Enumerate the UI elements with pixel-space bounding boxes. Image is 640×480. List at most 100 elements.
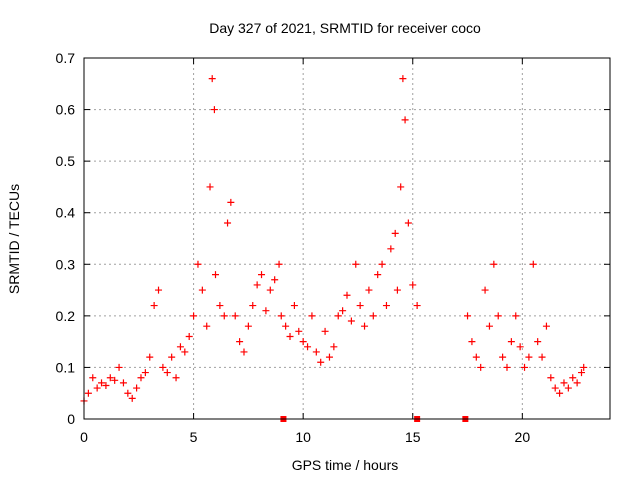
- y-tick-label: 0.6: [56, 102, 76, 118]
- data-point: [190, 312, 198, 320]
- data-point: [308, 312, 316, 320]
- x-tick-label: 0: [80, 429, 88, 445]
- data-point: [266, 286, 274, 294]
- grid: [84, 58, 610, 419]
- data-point: [198, 286, 206, 294]
- data-point: [404, 219, 412, 227]
- x-tick-label: 15: [405, 429, 421, 445]
- data-point: [141, 369, 149, 377]
- data-point: [236, 338, 244, 346]
- data-point: [286, 332, 294, 340]
- data-point: [210, 106, 218, 114]
- data-point: [578, 369, 586, 377]
- data-point: [347, 317, 355, 325]
- data-point: [150, 302, 158, 310]
- y-tick-label: 0: [67, 411, 75, 427]
- data-point: [547, 374, 555, 382]
- data-point: [516, 343, 524, 351]
- data-point: [330, 343, 338, 351]
- data-point: [361, 322, 369, 330]
- data-point: [119, 379, 127, 387]
- data-point: [102, 381, 110, 389]
- data-point: [231, 312, 239, 320]
- data-point: [262, 307, 270, 315]
- y-tick-label: 0.5: [56, 153, 76, 169]
- data-point: [481, 286, 489, 294]
- data-point: [464, 312, 472, 320]
- data-point: [365, 286, 373, 294]
- data-point: [295, 327, 303, 335]
- data-point: [399, 75, 407, 83]
- data-point: [212, 271, 219, 279]
- data-point: [176, 343, 184, 351]
- data-point: [551, 384, 559, 392]
- plot-frame: [83, 57, 611, 420]
- data-point: [580, 363, 588, 371]
- data-point: [378, 260, 386, 268]
- data-point: [507, 338, 515, 346]
- data-point: [317, 358, 325, 366]
- data-point: [159, 363, 167, 371]
- x-axis-label: GPS time / hours: [292, 457, 399, 473]
- data-point: [525, 353, 533, 361]
- data-point: [93, 384, 101, 392]
- data-point: [244, 322, 252, 330]
- y-tick-label: 0.2: [56, 308, 76, 324]
- data-point: [98, 379, 106, 387]
- data-point: [206, 183, 214, 191]
- data-point: [356, 302, 364, 310]
- data-point: [111, 376, 119, 384]
- data-point: [529, 260, 537, 268]
- data-point: [564, 384, 572, 392]
- data-point: [477, 363, 485, 371]
- data-point: [542, 322, 550, 330]
- data-point: [168, 353, 176, 361]
- data-point: [128, 394, 136, 402]
- data-point: [343, 291, 351, 299]
- data-point: [503, 363, 511, 371]
- data-point: [321, 327, 329, 335]
- data-point: [181, 348, 189, 356]
- x-tick-label: 5: [190, 429, 198, 445]
- data-point: [573, 379, 581, 387]
- data-point: [556, 389, 564, 397]
- data-point: [382, 302, 390, 310]
- data-point: [387, 245, 395, 253]
- data-point: [485, 322, 493, 330]
- data-point: [325, 353, 333, 361]
- axis-ticks: 0 0.1 0.2 0.3 0.4 0.5 0.6 0.7 0 5 10 15 20: [56, 50, 610, 445]
- data-point: [312, 348, 320, 356]
- data-point: [397, 183, 405, 191]
- data-point: [374, 271, 382, 279]
- data-point: [89, 374, 97, 382]
- y-axis-label: SRMTID / TECUs: [6, 184, 22, 294]
- data-point: [494, 312, 502, 320]
- data-point: [304, 343, 312, 351]
- data-point: [249, 302, 257, 310]
- data-point: [124, 389, 132, 397]
- data-point: [472, 353, 480, 361]
- data-point: [106, 374, 114, 382]
- data-point: [538, 353, 546, 361]
- data-point: [137, 374, 145, 382]
- data-point: [468, 338, 476, 346]
- data-point: [534, 338, 542, 346]
- data-point: [521, 363, 529, 371]
- data-point: [185, 332, 193, 340]
- data-point: [369, 312, 377, 320]
- data-point: [499, 353, 507, 361]
- data-point: [569, 374, 577, 382]
- data-point: [271, 276, 279, 284]
- data-points: [80, 75, 588, 405]
- data-point: [194, 260, 202, 268]
- data-point: [401, 116, 409, 124]
- data-point: [413, 302, 421, 310]
- data-point: [299, 338, 307, 346]
- data-point: [220, 312, 228, 320]
- chart-title: Day 327 of 2021, SRMTID for receiver coc…: [209, 20, 481, 36]
- data-point: [277, 312, 285, 320]
- data-point: [208, 75, 216, 83]
- data-point: [163, 369, 171, 377]
- x-tick-label: 10: [295, 429, 311, 445]
